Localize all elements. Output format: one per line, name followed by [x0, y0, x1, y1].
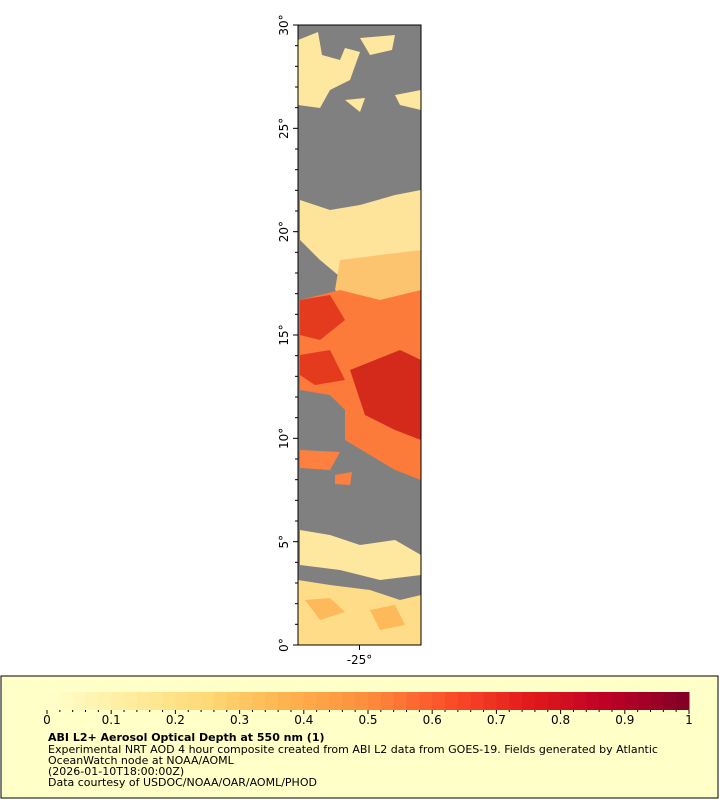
colorbar-tick-label: 0.5	[358, 713, 377, 727]
y-tick-label: 25°	[277, 118, 291, 139]
colorbar-step	[226, 692, 241, 710]
y-tick-label: 20°	[277, 221, 291, 242]
colorbar-step	[47, 692, 61, 710]
legend-line: Experimental NRT AOD 4 hour composite cr…	[48, 743, 658, 756]
legend-line: Data courtesy of USDOC/NOAA/OAR/AOML/PHO…	[48, 776, 317, 789]
colorbar-step	[624, 692, 639, 710]
colorbar-step	[290, 692, 305, 710]
colorbar-step	[98, 692, 112, 710]
colorbar-step	[522, 692, 536, 710]
colorbar-tick-label: 0.9	[615, 713, 634, 727]
colorbar-step	[59, 692, 74, 710]
axes: 0° 5° 10° 15° 20° 25° 30° -25°	[277, 14, 372, 667]
colorbar-tick-label: 0.1	[102, 713, 121, 727]
colorbar-step	[470, 692, 485, 710]
y-tick-label: 30°	[277, 14, 291, 35]
colorbar-step	[252, 692, 266, 710]
map-image	[298, 25, 421, 645]
legend-title: ABI L2+ Aerosol Optical Depth at 550 nm …	[48, 731, 325, 744]
colorbar-step	[509, 692, 523, 710]
legend-line: OceanWatch node at NOAA/AOML	[48, 754, 235, 767]
colorbar-step	[85, 692, 99, 710]
colorbar-step	[162, 692, 176, 710]
colorbar-step	[149, 692, 164, 710]
colorbar-tick-label: 1	[685, 713, 693, 727]
colorbar-step	[201, 692, 215, 710]
colorbar-tick-label: 0	[43, 713, 51, 727]
colorbar-step	[393, 692, 408, 710]
colorbar-step	[560, 692, 574, 710]
colorbar-step	[534, 692, 549, 710]
colorbar-step	[496, 692, 510, 710]
colorbar-step	[239, 692, 253, 710]
colorbar-step	[188, 692, 202, 710]
colorbar-tick-label: 0.6	[423, 713, 442, 727]
colorbar: 0 0.1 0.2 0.3 0.4 0.5 0.6 0.7 0.8 0.9 1	[43, 692, 693, 727]
colorbar-tick-label: 0.4	[294, 713, 313, 727]
colorbar-tick-label: 0.8	[551, 713, 570, 727]
colorbar-step	[303, 692, 318, 710]
colorbar-step	[611, 692, 626, 710]
colorbar-step	[676, 692, 690, 710]
x-tick-label: -25°	[347, 653, 373, 667]
colorbar-step	[419, 692, 433, 710]
colorbar-step	[175, 692, 189, 710]
colorbar-step	[432, 692, 446, 710]
colorbar-step	[316, 692, 330, 710]
colorbar-step	[599, 692, 613, 710]
colorbar-tick-label: 0.2	[166, 713, 185, 727]
colorbar-step	[637, 692, 651, 710]
legend-line: (2026-01-10T18:00:00Z)	[48, 765, 184, 778]
colorbar-step	[586, 692, 600, 710]
colorbar-step	[124, 692, 138, 710]
colorbar-step	[329, 692, 343, 710]
colorbar-step	[457, 692, 472, 710]
colorbar-step	[72, 692, 87, 710]
colorbar-step	[547, 692, 562, 710]
colorbar-step	[111, 692, 125, 710]
y-tick-label: 5°	[277, 535, 291, 549]
colorbar-tick-label: 0.7	[487, 713, 506, 727]
y-tick-label: 15°	[277, 324, 291, 345]
colorbar-step	[342, 692, 356, 710]
colorbar-step	[483, 692, 497, 710]
colorbar-step	[663, 692, 677, 710]
colorbar-step	[213, 692, 228, 710]
colorbar-step	[278, 692, 292, 710]
colorbar-step	[136, 692, 151, 710]
colorbar-step	[355, 692, 369, 710]
colorbar-step	[380, 692, 395, 710]
y-tick-label: 0°	[277, 638, 291, 652]
colorbar-step	[650, 692, 664, 710]
colorbar-step	[406, 692, 420, 710]
colorbar-tick-label: 0.3	[230, 713, 249, 727]
colorbar-step	[445, 692, 459, 710]
y-tick-label: 10°	[277, 428, 291, 449]
colorbar-step	[368, 692, 382, 710]
colorbar-step	[265, 692, 279, 710]
colorbar-step	[573, 692, 587, 710]
